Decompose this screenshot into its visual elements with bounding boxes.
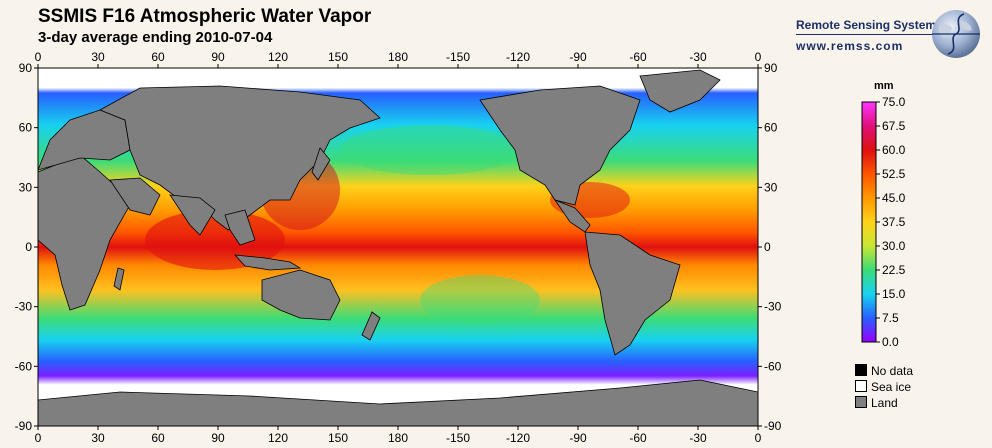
- lon-tick-label-top: 0: [35, 50, 42, 64]
- lon-tick-label-top: 180: [388, 50, 408, 64]
- map-axes: 0 0 30 30 60 60 90 90 120 120 150 150 180 180 -150 -150…: [15, 50, 782, 445]
- colorbar-label: 60.0: [882, 143, 906, 157]
- legend-item: No data: [855, 364, 913, 378]
- lon-tick-label-bottom: 60: [151, 431, 165, 445]
- colorbar-label: 15.0: [882, 287, 906, 301]
- lat-tick-label-right: -30: [764, 300, 782, 314]
- lat-tick-label-left: 90: [19, 61, 33, 75]
- colorbar-label: 75.0: [882, 95, 906, 109]
- lat-tick-label-left: -60: [15, 359, 33, 373]
- land-greenland: [639, 69, 721, 113]
- brand-name: Remote Sensing Systems: [796, 18, 943, 32]
- land-africa: [38, 154, 131, 311]
- land-central-america: [553, 199, 591, 233]
- lon-tick-label-bottom: 0: [35, 431, 42, 445]
- brand-url: www.remss.com: [796, 39, 904, 53]
- land-australia: [261, 269, 341, 321]
- lon-tick-label-top: 120: [268, 50, 288, 64]
- colorbar-label: 67.5: [882, 119, 906, 133]
- brand-divider: [796, 34, 944, 35]
- globe-logo-icon: [932, 10, 980, 58]
- land-antarctica: [38, 379, 758, 426]
- map-subtitle: 3-day average ending 2010-07-04: [38, 29, 273, 46]
- legend-label: Sea ice: [871, 380, 912, 394]
- colorbar-label: 52.5: [882, 167, 906, 181]
- colorbar-label: 22.5: [882, 263, 906, 277]
- legend-item: Land: [855, 396, 898, 410]
- colorbar-label: 7.5: [882, 311, 899, 325]
- vapor-blob: [420, 275, 540, 325]
- legend-label: No data: [871, 364, 914, 378]
- lon-tick-label-bottom: 0: [755, 431, 762, 445]
- map-title: SSMIS F16 Atmospheric Water Vapor: [38, 6, 372, 27]
- land-eurasia: [99, 85, 381, 231]
- land-north-america: [479, 85, 641, 206]
- colorbar-label: 37.5: [882, 215, 906, 229]
- lon-tick-label-bottom: -60: [629, 431, 647, 445]
- land-se-asia: [224, 209, 256, 246]
- lon-tick-label-top: 60: [151, 50, 165, 64]
- lon-tick-label-top: -120: [506, 50, 530, 64]
- lon-tick-label-top: -90: [569, 50, 587, 64]
- lon-tick-label-bottom: 120: [268, 431, 288, 445]
- land-south-america: [584, 231, 681, 356]
- lon-tick-label-bottom: 30: [91, 431, 105, 445]
- lat-tick-label-left: -30: [15, 300, 33, 314]
- lat-tick-label-right: 0: [764, 240, 771, 254]
- vapor-blob: [340, 125, 520, 175]
- lat-tick-label-left: 30: [19, 180, 33, 194]
- lon-tick-label-bottom: -30: [689, 431, 707, 445]
- colorbar-label: 45.0: [882, 191, 906, 205]
- lat-tick-label-left: 0: [25, 240, 32, 254]
- lat-tick-label-left: -90: [15, 419, 33, 433]
- legend-label: Land: [871, 396, 898, 410]
- land-new-zealand: [361, 311, 381, 341]
- lon-tick-label-bottom: 150: [328, 431, 348, 445]
- lon-tick-label-top: -150: [446, 50, 470, 64]
- lon-tick-label-top: 150: [328, 50, 348, 64]
- lat-tick-label-right: -60: [764, 359, 782, 373]
- colorbar-unit: mm: [874, 80, 894, 92]
- legend-swatch: [855, 380, 867, 392]
- legend-item: Sea ice: [855, 380, 911, 394]
- land-indonesia: [234, 254, 302, 271]
- lon-tick-label-top: -60: [629, 50, 647, 64]
- lon-tick-label-top: 90: [211, 50, 225, 64]
- lat-tick-label-left: 60: [19, 121, 33, 135]
- colorbar-gradient: [861, 101, 877, 343]
- land-madagascar: [113, 267, 125, 291]
- lon-tick-label-bottom: -90: [569, 431, 587, 445]
- lon-tick-label-top: 0: [755, 50, 762, 64]
- lon-tick-label-bottom: -120: [506, 431, 530, 445]
- land-arabia: [109, 177, 161, 216]
- land-japan: [311, 147, 331, 181]
- colorbar-labels: 75.0 67.5 60.0 52.5 45.0 37.5 30.0 22.5 15.0 7.5 0…: [876, 95, 906, 349]
- land: [38, 69, 758, 426]
- lat-tick-label-right: 30: [764, 180, 778, 194]
- lon-tick-label-top: -30: [689, 50, 707, 64]
- lon-tick-label-bottom: 90: [211, 431, 225, 445]
- colorbar-label: 0.0: [882, 335, 899, 349]
- land-india: [169, 194, 216, 236]
- lat-tick-label-right: 60: [764, 121, 778, 135]
- legend-swatch: [855, 396, 867, 408]
- colorbar-label: 30.0: [882, 239, 906, 253]
- legend-swatch: [855, 364, 867, 376]
- lon-tick-label-top: 30: [91, 50, 105, 64]
- lon-tick-label-bottom: -150: [446, 431, 470, 445]
- lat-tick-label-right: -90: [764, 419, 782, 433]
- lon-tick-label-bottom: 180: [388, 431, 408, 445]
- lat-tick-label-right: 90: [764, 61, 778, 75]
